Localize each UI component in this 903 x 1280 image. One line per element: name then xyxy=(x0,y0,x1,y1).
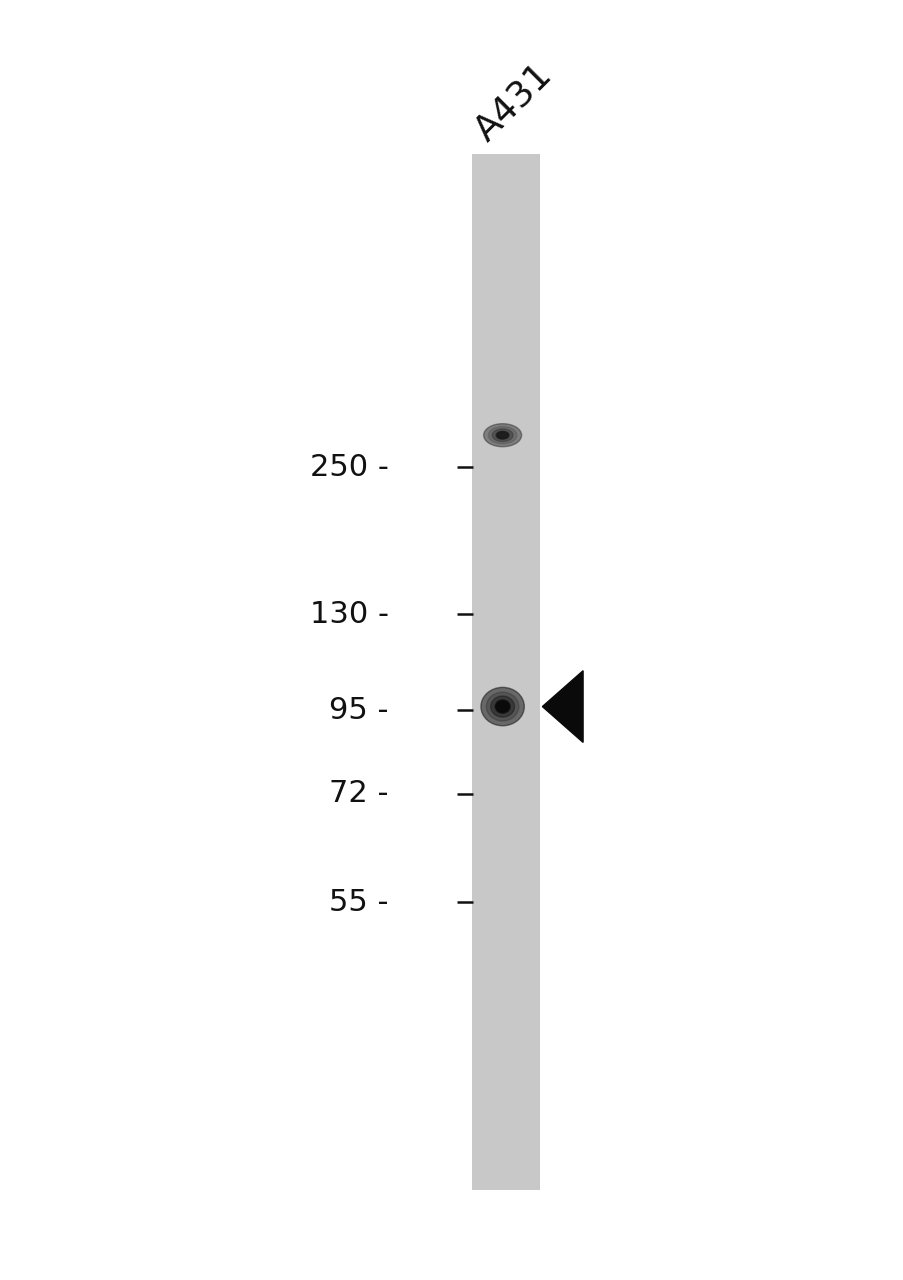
Text: 130 -: 130 - xyxy=(310,600,388,628)
Ellipse shape xyxy=(495,700,509,713)
Ellipse shape xyxy=(490,696,514,717)
Text: 72 -: 72 - xyxy=(329,780,388,808)
Ellipse shape xyxy=(496,701,508,712)
Ellipse shape xyxy=(486,692,518,721)
Ellipse shape xyxy=(488,426,517,444)
Ellipse shape xyxy=(491,429,513,442)
Text: 55 -: 55 - xyxy=(329,888,388,916)
Text: 95 -: 95 - xyxy=(329,696,388,724)
Ellipse shape xyxy=(480,687,524,726)
Text: A431: A431 xyxy=(468,56,558,147)
Polygon shape xyxy=(542,671,582,742)
Bar xyxy=(472,154,540,1190)
Ellipse shape xyxy=(496,431,508,439)
Text: 250 -: 250 - xyxy=(310,453,388,481)
Ellipse shape xyxy=(497,431,507,439)
Ellipse shape xyxy=(483,424,521,447)
